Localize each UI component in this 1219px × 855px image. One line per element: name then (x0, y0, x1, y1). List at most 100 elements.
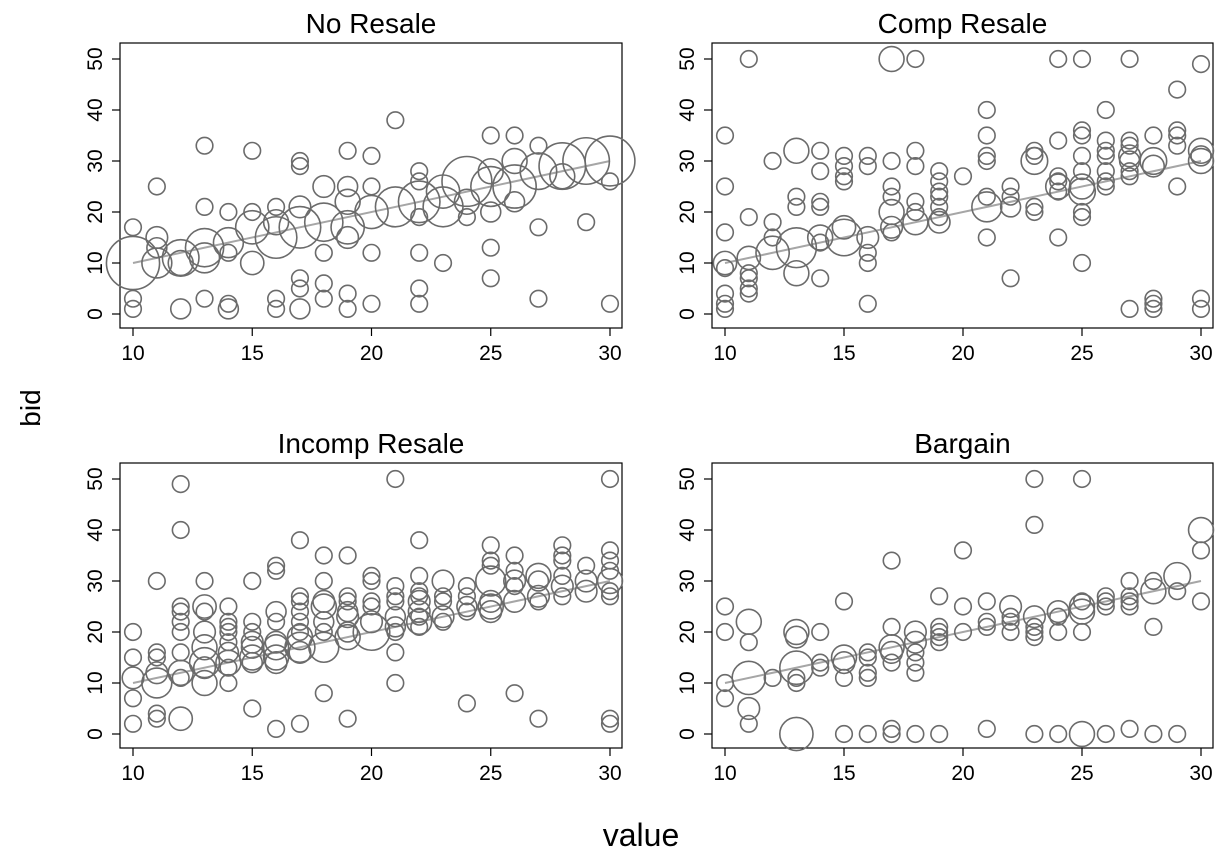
data-point (562, 136, 611, 186)
data-point (858, 146, 877, 165)
data-point (783, 137, 810, 165)
data-point (1072, 162, 1092, 181)
data-point (1044, 173, 1072, 200)
data-point (1072, 146, 1092, 165)
data-point (1168, 126, 1187, 145)
data-point (410, 208, 429, 227)
panel-title: Comp Resale (878, 8, 1048, 39)
data-point (219, 243, 238, 262)
data-point (475, 565, 507, 597)
x-tick-label: 25 (1070, 342, 1093, 365)
data-point (146, 236, 168, 259)
data-point (930, 724, 949, 744)
data-point (600, 714, 620, 733)
data-point (1144, 289, 1163, 308)
data-point (290, 587, 310, 606)
data-point (1049, 622, 1068, 642)
data-point (386, 643, 405, 662)
data-point (195, 571, 214, 591)
data-point (386, 469, 405, 489)
y-tick-label: 20 (676, 200, 699, 223)
data-point (1025, 617, 1044, 637)
data-point (267, 197, 286, 216)
data-point (906, 663, 925, 682)
data-point (362, 592, 381, 611)
data-point (811, 197, 830, 216)
data-point (1144, 126, 1163, 145)
data-point (217, 641, 240, 664)
y-tick-label: 10 (84, 671, 107, 694)
data-point (1191, 541, 1211, 560)
data-point (1168, 724, 1187, 744)
data-point (882, 653, 901, 672)
data-point (505, 684, 524, 703)
data-point (457, 587, 477, 606)
data-point (927, 210, 951, 234)
data-point (410, 162, 429, 181)
data-point (1120, 587, 1139, 606)
data-point (834, 172, 854, 191)
data-point (525, 562, 552, 590)
data-point (195, 289, 214, 308)
data-point (1120, 592, 1139, 611)
data-point (527, 570, 550, 592)
data-point (977, 719, 996, 739)
data-point (290, 622, 310, 642)
data-point (290, 592, 310, 611)
data-point (410, 294, 429, 313)
data-point (783, 259, 810, 287)
data-point (731, 660, 767, 696)
data-point (397, 180, 441, 224)
data-point (195, 602, 214, 621)
data-point (1025, 202, 1044, 222)
x-tick-label: 20 (360, 342, 383, 365)
data-point (290, 531, 310, 550)
data-point (930, 208, 949, 227)
data-point (930, 622, 949, 642)
data-point (977, 592, 996, 611)
data-point (529, 709, 548, 728)
data-point (1096, 177, 1115, 196)
data-point (1096, 100, 1115, 120)
data-point (407, 600, 431, 624)
data-point (212, 226, 245, 259)
data-point (505, 576, 524, 596)
plot-frame (119, 462, 623, 749)
data-point (1168, 80, 1187, 99)
data-point (553, 536, 572, 555)
data-point (1187, 516, 1215, 544)
data-point (1144, 617, 1163, 637)
y-tick-label: 20 (84, 620, 107, 643)
data-point (386, 673, 405, 693)
data-point (529, 218, 548, 237)
data-point (314, 289, 333, 308)
data-point (362, 571, 381, 591)
data-point (303, 202, 344, 243)
data-point (314, 274, 333, 293)
data-point (930, 172, 949, 191)
y-tick-label: 50 (84, 467, 107, 490)
data-point (858, 253, 877, 273)
data-point (1025, 469, 1044, 489)
data-point (1001, 622, 1020, 642)
data-point (739, 279, 758, 298)
data-point (410, 243, 429, 262)
data-point (1139, 146, 1168, 176)
data-point (1072, 126, 1092, 145)
data-point (219, 617, 238, 637)
data-point (977, 146, 996, 165)
data-point (338, 284, 357, 303)
data-point (600, 551, 620, 570)
data-point (290, 612, 310, 631)
data-point (470, 165, 512, 208)
x-axis-label: value (603, 817, 680, 853)
x-tick-label: 20 (360, 762, 383, 785)
data-point (336, 621, 359, 643)
data-point (953, 622, 973, 642)
data-point (1163, 561, 1192, 590)
data-point (1120, 136, 1139, 155)
data-point (192, 594, 217, 619)
data-point (739, 714, 758, 733)
data-point (880, 215, 904, 239)
data-point (1020, 146, 1049, 176)
